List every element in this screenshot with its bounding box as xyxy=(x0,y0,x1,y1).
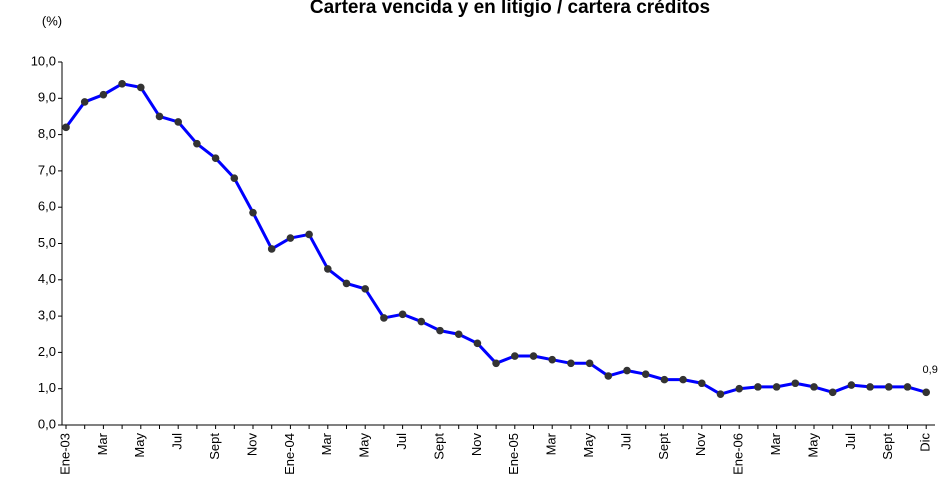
marker xyxy=(211,154,220,162)
marker xyxy=(529,352,538,360)
marker xyxy=(193,139,201,148)
marker xyxy=(735,384,743,393)
marker xyxy=(99,90,108,99)
marker xyxy=(267,245,276,253)
value-label: 0,9 xyxy=(923,364,938,376)
marker xyxy=(679,375,687,384)
marker xyxy=(903,383,912,391)
x-tick-label: Sept xyxy=(880,433,895,460)
x-tick-label: Ene-06 xyxy=(731,433,746,475)
marker xyxy=(585,359,594,368)
marker xyxy=(342,279,351,288)
y-tick-label: 1,0 xyxy=(38,380,56,395)
marker xyxy=(548,355,556,364)
marker xyxy=(417,317,426,326)
marker xyxy=(305,230,313,239)
marker xyxy=(623,366,631,375)
marker xyxy=(80,98,89,106)
marker xyxy=(511,352,519,360)
y-tick-label: 9,0 xyxy=(38,90,56,105)
marker xyxy=(772,383,781,391)
marker xyxy=(604,372,613,380)
marker xyxy=(922,388,930,397)
marker xyxy=(828,388,837,397)
x-tick-label: Sept xyxy=(431,433,446,460)
y-tick-label: 6,0 xyxy=(38,199,56,214)
y-tick-label: 2,0 xyxy=(38,344,56,359)
x-tick-label: Jul xyxy=(170,433,185,450)
marker xyxy=(380,314,388,322)
x-tick-label: May xyxy=(805,433,820,458)
marker xyxy=(118,79,126,88)
x-tick-label: Nov xyxy=(693,433,708,457)
x-tick-label: May xyxy=(357,433,372,458)
marker xyxy=(361,285,370,293)
marker xyxy=(324,265,332,273)
marker xyxy=(810,383,818,391)
x-tick-label: Ene-03 xyxy=(57,433,72,475)
marker xyxy=(436,326,444,335)
marker xyxy=(885,383,893,391)
marker xyxy=(286,234,295,242)
marker xyxy=(454,330,463,339)
x-tick-label: Ene-05 xyxy=(506,433,521,475)
y-axis-label: (%) xyxy=(42,13,62,28)
marker xyxy=(660,375,669,384)
x-tick-label: Dic xyxy=(918,433,933,452)
marker xyxy=(716,390,725,398)
marker xyxy=(62,123,70,132)
chart-title: Cartera vencida y en litigio / cartera c… xyxy=(310,0,710,18)
x-tick-label: Jul xyxy=(843,433,858,450)
marker xyxy=(473,339,482,348)
marker xyxy=(698,379,706,388)
marker xyxy=(791,379,800,388)
x-tick-label: Ene-04 xyxy=(282,433,297,475)
y-tick-label: 3,0 xyxy=(38,308,56,323)
y-tick-label: 10,0 xyxy=(31,53,56,68)
x-tick-label: Mar xyxy=(768,432,783,455)
marker xyxy=(137,83,145,92)
line xyxy=(64,82,927,396)
marker xyxy=(398,310,407,319)
marker xyxy=(567,359,575,368)
marker xyxy=(492,359,500,368)
x-tick-label: May xyxy=(581,433,596,458)
marker xyxy=(641,370,650,378)
y-tick-label: 7,0 xyxy=(38,162,56,177)
x-tick-label: Jul xyxy=(394,433,409,450)
x-tick-label: Mar xyxy=(319,432,334,455)
y-tick-label: 8,0 xyxy=(38,126,56,141)
marker xyxy=(847,381,856,389)
x-tick-label: Mar xyxy=(95,432,110,455)
marker xyxy=(230,174,239,182)
x-tick-label: Mar xyxy=(544,432,559,455)
y-tick-label: 4,0 xyxy=(38,271,56,286)
marker xyxy=(155,112,164,121)
marker xyxy=(754,383,762,391)
y-tick-label: 0,0 xyxy=(38,416,56,431)
marker xyxy=(866,383,874,391)
y-tick-label: 5,0 xyxy=(38,235,56,250)
marker xyxy=(174,118,182,126)
x-tick-label: Jul xyxy=(618,433,633,450)
x-tick-label: Nov xyxy=(244,433,259,457)
x-tick-label: May xyxy=(132,433,147,458)
x-tick-label: Nov xyxy=(469,433,484,457)
x-tick-label: Sept xyxy=(656,433,671,460)
x-tick-label: Sept xyxy=(207,433,222,460)
marker xyxy=(249,208,257,217)
